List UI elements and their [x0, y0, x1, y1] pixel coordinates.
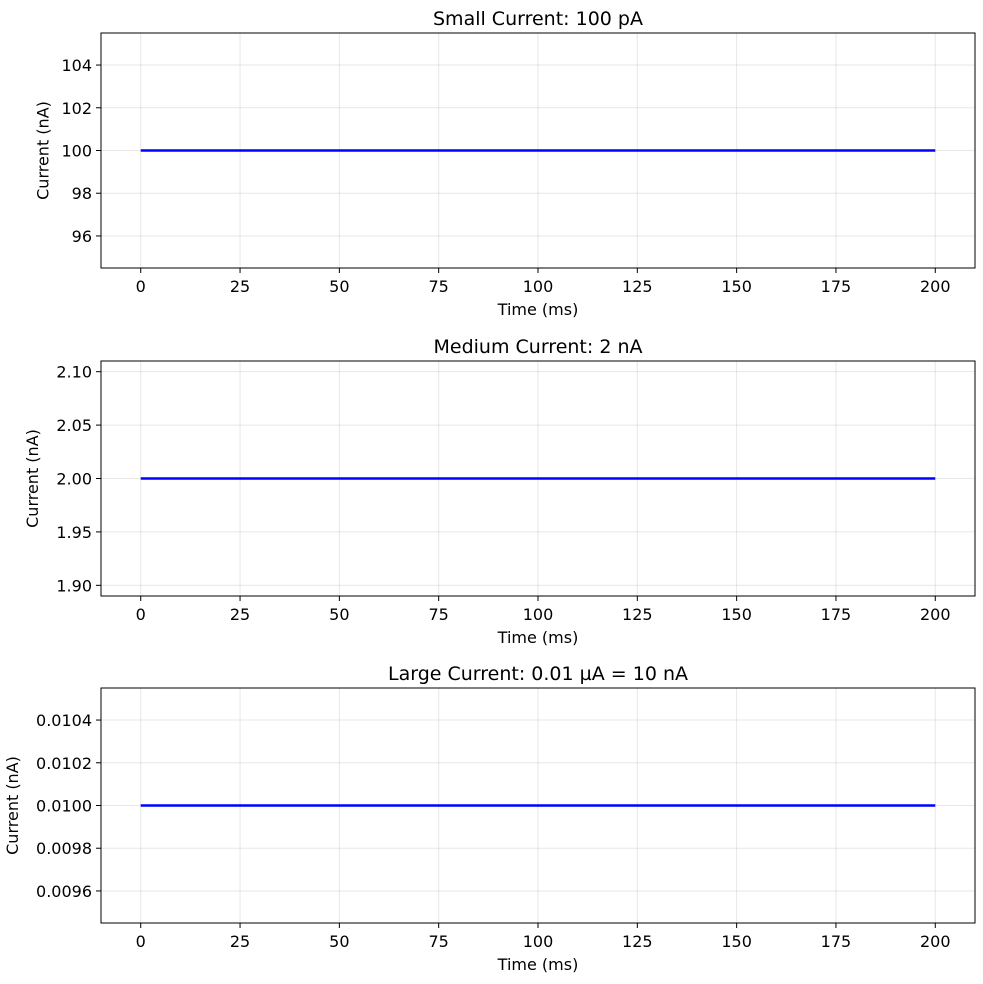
x-axis-label: Time (ms) [497, 955, 579, 974]
x-tick-label: 50 [329, 932, 349, 951]
y-tick-label: 96 [72, 227, 92, 246]
y-tick-label: 0.0104 [36, 711, 92, 730]
y-tick-label: 2.10 [56, 363, 92, 382]
y-tick-label: 100 [61, 142, 92, 161]
x-tick-label: 200 [920, 277, 951, 296]
x-tick-label: 150 [721, 932, 752, 951]
x-tick-label: 150 [721, 605, 752, 624]
y-tick-label: 1.90 [56, 576, 92, 595]
x-tick-label: 125 [622, 277, 653, 296]
x-tick-label: 25 [230, 277, 250, 296]
x-axis-label: Time (ms) [497, 300, 579, 319]
x-tick-label: 25 [230, 932, 250, 951]
x-tick-label: 175 [821, 277, 852, 296]
subplot-3: 0 25 50 75 100 125 150 175 200 0.0096 0.0098 0.0100… [3, 663, 976, 974]
y-tick-label: 0.0102 [36, 754, 92, 773]
y-axis-label: Current (nA) [23, 429, 42, 528]
x-tick-label: 100 [523, 277, 554, 296]
x-tick-label: 75 [429, 605, 449, 624]
x-tick-label: 50 [329, 605, 349, 624]
x-tick-label: 75 [429, 277, 449, 296]
x-tick-label: 175 [821, 605, 852, 624]
x-tick-label: 100 [523, 605, 554, 624]
subplot-title: Medium Current: 2 nA [434, 336, 643, 358]
x-tick-label: 0 [136, 277, 146, 296]
y-tick-label: 0.0100 [36, 797, 92, 816]
x-tick-label: 200 [920, 932, 951, 951]
subplot-1: 0 25 50 75 100 125 150 175 200 96 98 100 102 104 Small… [33, 8, 976, 319]
x-tick-label: 50 [329, 277, 349, 296]
y-tick-label: 1.95 [56, 523, 92, 542]
subplot-2: 0 25 50 75 100 125 150 175 200 1.90 1.95 2.00 2.05 2.… [23, 336, 976, 647]
y-tick-label: 98 [72, 184, 92, 203]
x-tick-label: 125 [622, 605, 653, 624]
y-axis-label: Current (nA) [3, 756, 22, 855]
y-tick-label: 102 [61, 99, 92, 118]
x-tick-label: 200 [920, 605, 951, 624]
x-tick-label: 0 [136, 932, 146, 951]
y-tick-label: 2.05 [56, 416, 92, 435]
x-tick-label: 125 [622, 932, 653, 951]
y-tick-label: 0.0096 [36, 882, 92, 901]
x-tick-label: 150 [721, 277, 752, 296]
y-tick-label: 2.00 [56, 470, 92, 489]
x-axis-label: Time (ms) [497, 628, 579, 647]
y-axis-label: Current (nA) [33, 101, 52, 200]
x-tick-label: 175 [821, 932, 852, 951]
x-tick-label: 75 [429, 932, 449, 951]
x-tick-label: 100 [523, 932, 554, 951]
x-tick-label: 25 [230, 605, 250, 624]
subplot-title: Small Current: 100 pA [433, 8, 643, 30]
subplot-title: Large Current: 0.01 µA = 10 nA [388, 663, 688, 685]
x-tick-label: 0 [136, 605, 146, 624]
y-tick-label: 0.0098 [36, 839, 92, 858]
y-tick-label: 104 [61, 56, 92, 75]
